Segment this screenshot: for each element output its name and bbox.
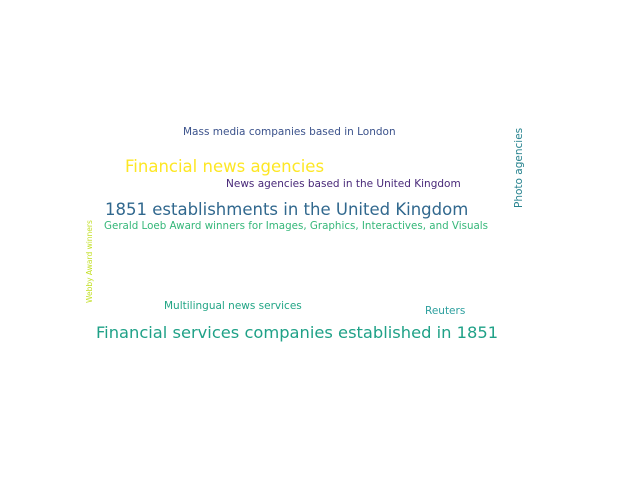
word-1851-establishments-uk: 1851 establishments in the United Kingdo… [105,200,469,219]
word-news-agencies-uk: News agencies based in the United Kingdo… [226,178,461,190]
word-multilingual-news-services: Multilingual news services [164,300,302,312]
word-financial-news-agencies: Financial news agencies [125,157,325,176]
word-gerald-loeb-award-winners: Gerald Loeb Award winners for Images, Gr… [104,220,489,232]
word-webby-award-winners: Webby Award winners [85,220,94,303]
word-reuters: Reuters [425,305,466,317]
word-mass-media-companies-london: Mass media companies based in London [183,126,396,138]
word-photo-agencies: Photo agencies [513,127,525,208]
word-financial-services-companies-1851: Financial services companies established… [96,323,499,342]
